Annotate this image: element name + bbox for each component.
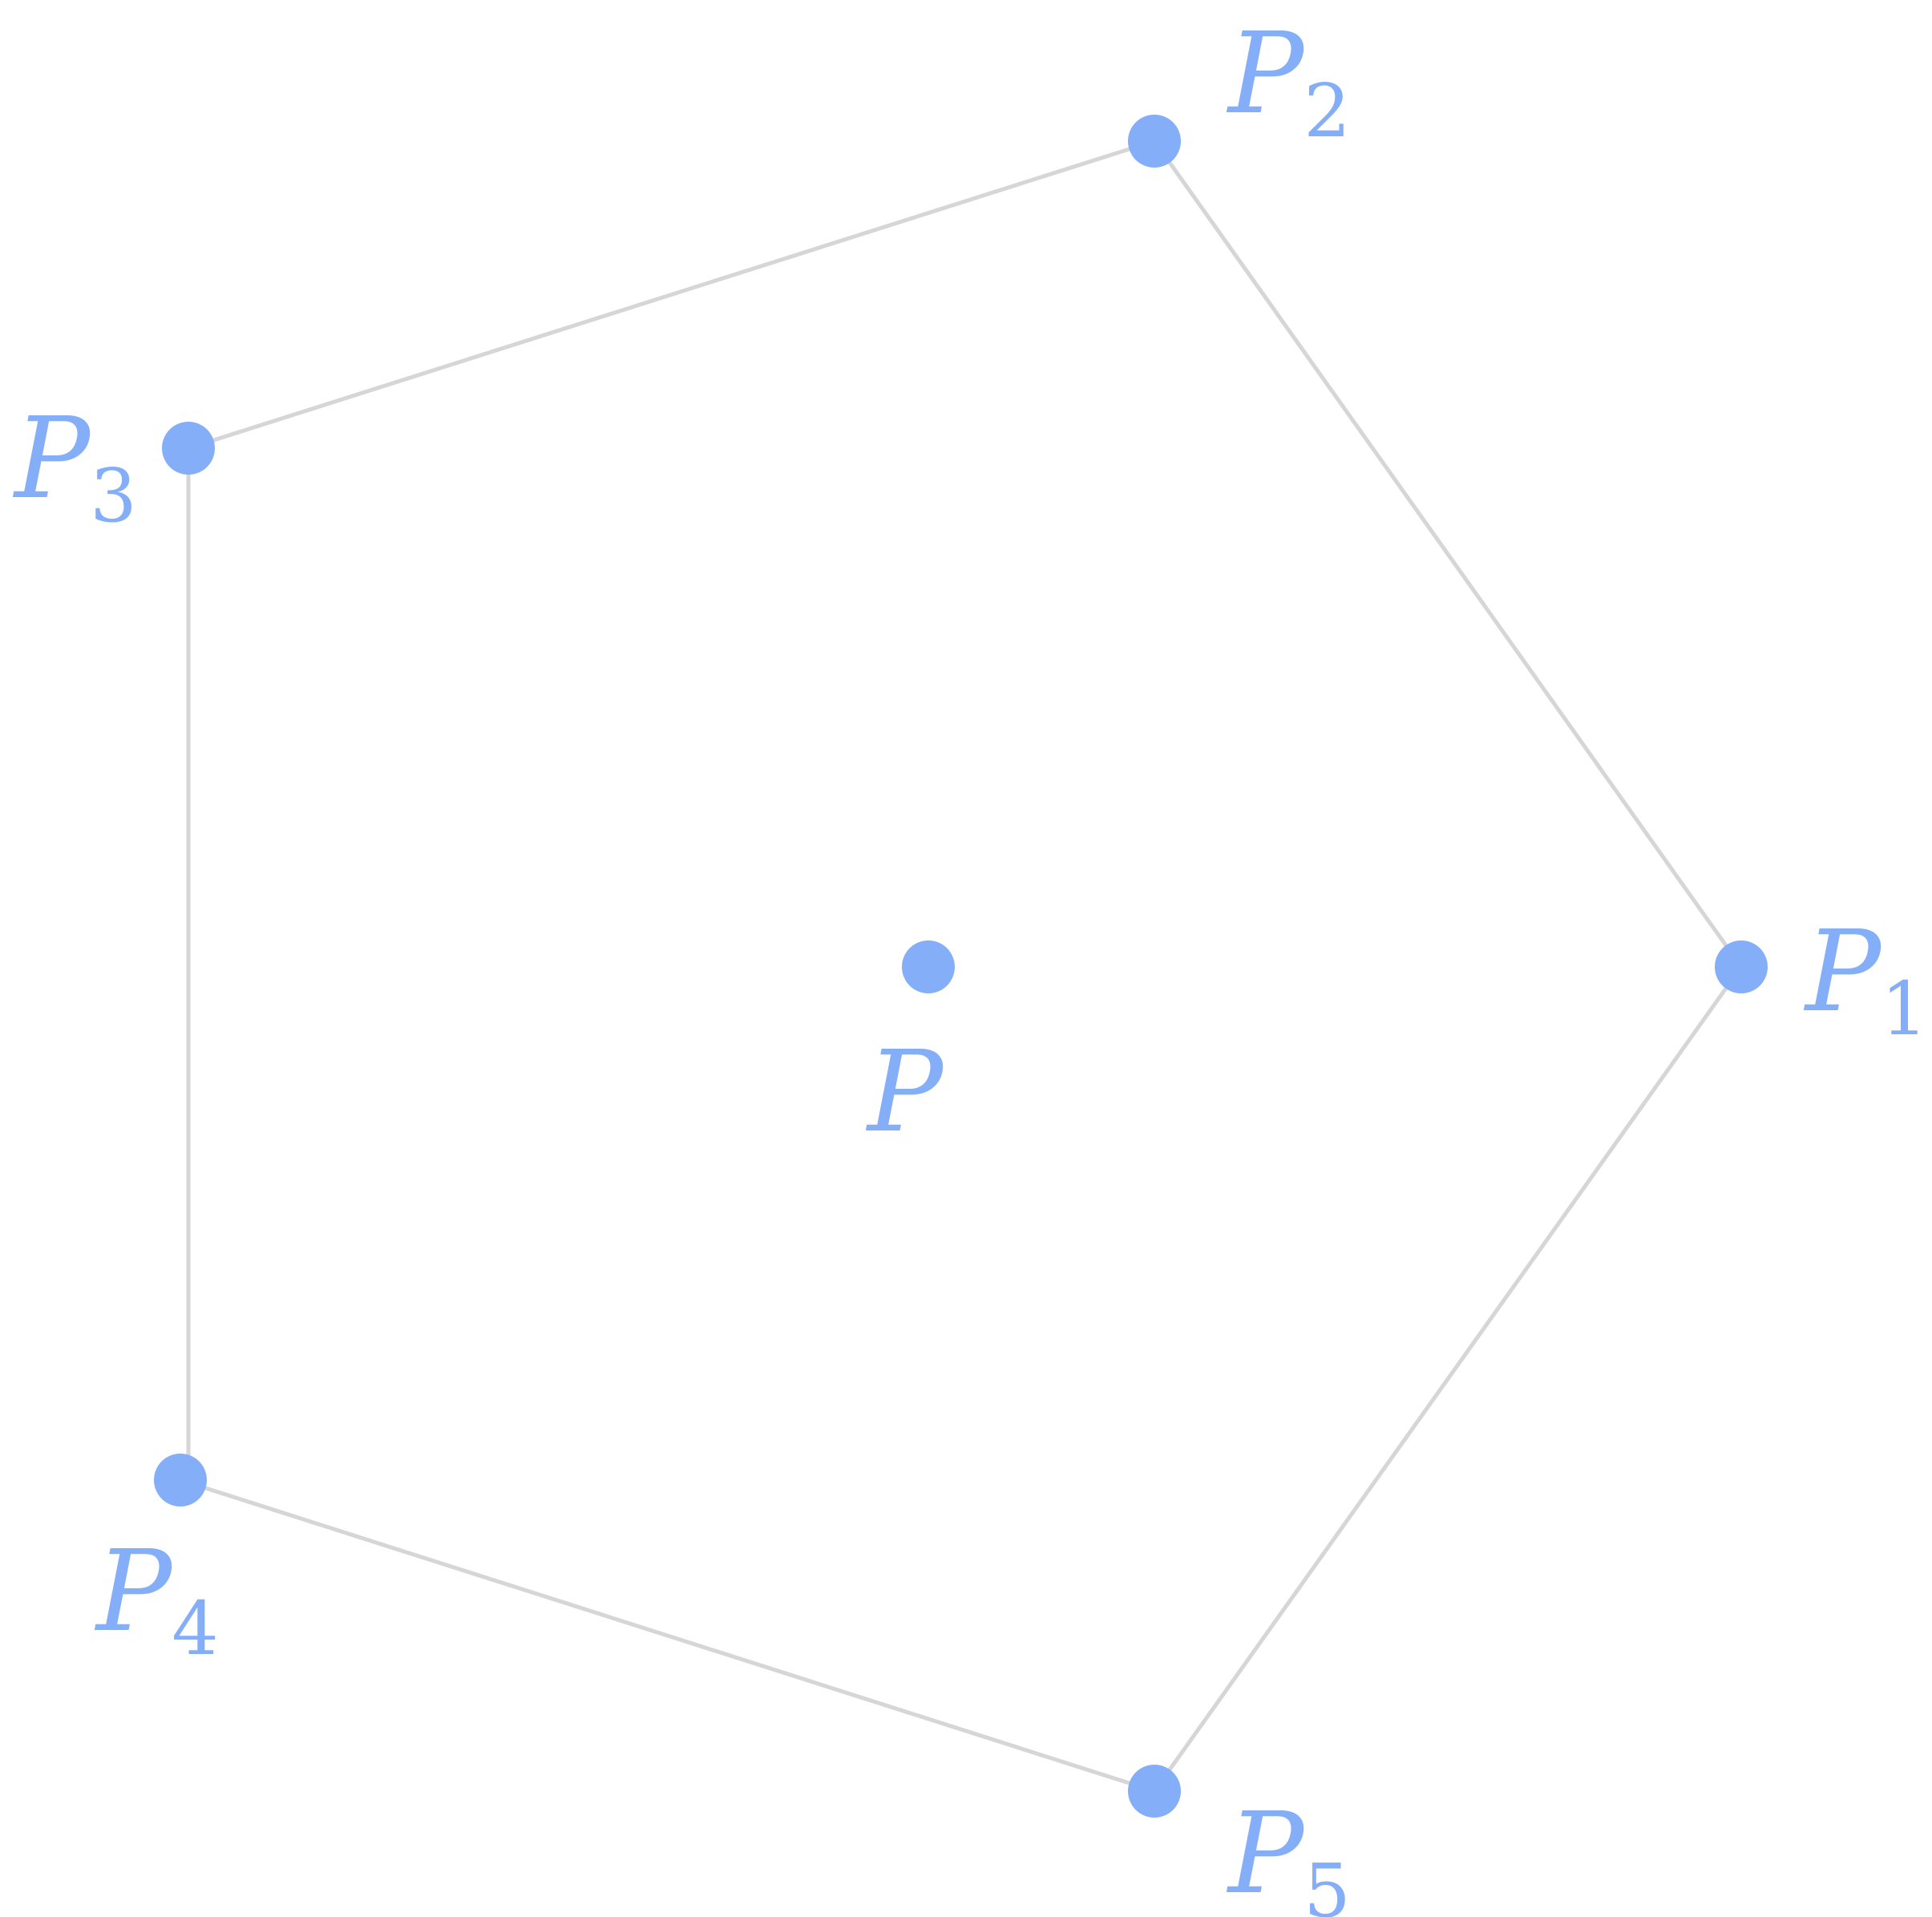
label-p4: P4 (94, 1527, 219, 1672)
label-p4-sub: 4 (172, 1586, 219, 1672)
points (154, 115, 1768, 1818)
vertex-p4 (154, 1454, 207, 1507)
vertex-p3 (162, 422, 215, 475)
label-center-p: P (865, 1027, 945, 1158)
vertex-p1 (1715, 940, 1768, 993)
edge-p1-p2 (1152, 140, 1744, 969)
labels: P1 P2 P3 P4 P5 P (12, 9, 1928, 1917)
label-p3: P3 (12, 394, 137, 539)
label-p2-sub: 2 (1303, 68, 1351, 154)
label-p4-main: P (94, 1527, 174, 1657)
edge-p5-p1 (1152, 965, 1744, 1793)
label-p5-main: P (1226, 1789, 1306, 1917)
label-p2: P2 (1226, 9, 1351, 154)
pentagon-edges (180, 139, 1744, 1794)
edge-p2-p3 (188, 139, 1155, 451)
edge-p4-p5 (180, 1478, 1155, 1794)
label-p1-main: P (1803, 907, 1883, 1037)
vertex-p5 (1128, 1765, 1181, 1818)
label-p5-sub: 5 (1303, 1848, 1351, 1917)
label-p3-sub: 3 (90, 453, 137, 539)
vertex-p2 (1128, 115, 1181, 168)
label-p2-main: P (1226, 9, 1306, 140)
label-p5: P5 (1226, 1789, 1351, 1917)
label-p1-sub: 1 (1881, 966, 1928, 1052)
label-p3-main: P (12, 394, 92, 524)
center-point (902, 940, 955, 993)
label-p1: P1 (1803, 907, 1928, 1052)
